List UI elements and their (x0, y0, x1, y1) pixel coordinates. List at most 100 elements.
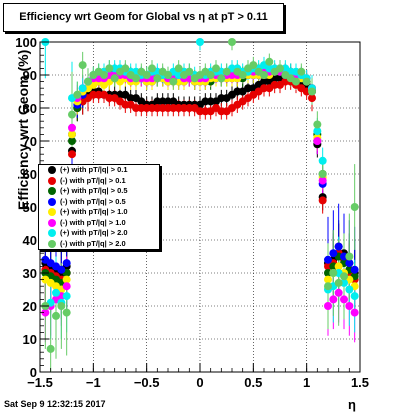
data-point (324, 255, 332, 264)
data-point (334, 278, 343, 287)
legend-marker (48, 197, 56, 206)
data-point (68, 123, 76, 132)
data-point (132, 74, 140, 83)
data-point (68, 130, 76, 139)
data-point (62, 292, 71, 301)
data-point (249, 61, 258, 70)
legend-marker (48, 176, 56, 185)
data-point (324, 282, 332, 291)
data-point (334, 288, 343, 297)
data-point (62, 259, 71, 268)
data-point (238, 71, 247, 79)
legend-label: (+) with pT/|q| > 2.0 (60, 228, 128, 237)
y-tick-label: 50 (23, 200, 37, 215)
data-point (350, 292, 359, 301)
legend-entry: (-) with pT/|q| > 2.0 (39, 239, 159, 250)
data-point (169, 77, 178, 86)
x-tick-label: 1.5 (351, 375, 369, 390)
data-point (292, 77, 300, 86)
data-point (62, 282, 71, 291)
legend-entry: (-) with pT/|q| > 0.1 (39, 176, 159, 187)
data-markers (41, 38, 359, 353)
data-point (222, 67, 231, 76)
legend-marker (48, 239, 56, 248)
data-point (121, 64, 130, 73)
data-point (212, 64, 220, 73)
data-point (308, 87, 316, 96)
data-point (297, 67, 306, 76)
data-point (41, 308, 50, 317)
data-point (345, 285, 354, 294)
timestamp-footer: Sat Sep 9 12:32:15 2017 (4, 399, 106, 409)
y-tick-label: 70 (23, 134, 37, 149)
data-point (308, 94, 316, 103)
y-tick-label: 60 (23, 167, 37, 182)
x-tick-label: 0.5 (244, 375, 262, 390)
legend-label: (-) with pT/|q| > 0.1 (60, 175, 126, 185)
legend-entry: (-) with pT/|q| > 0.5 (39, 197, 159, 208)
data-point (350, 308, 359, 317)
x-tick-label: 1 (303, 375, 310, 390)
legend-entry: (+) with pT/|q| > 0.5 (39, 186, 159, 197)
data-point (206, 71, 215, 79)
data-point (302, 77, 311, 86)
legend: (+) with pT/|q| > 0.1 (-) with pT/|q| > … (38, 164, 160, 250)
data-point (334, 262, 343, 271)
x-axis-label: η (348, 397, 356, 412)
y-tick-label: 30 (23, 266, 37, 281)
y-tick-label: 90 (23, 68, 37, 83)
data-point (110, 74, 119, 83)
y-tick-label: 20 (23, 299, 37, 314)
data-point (73, 90, 82, 99)
legend-entry: (+) with pT/|q| > 1.0 (39, 207, 159, 218)
data-point (228, 38, 236, 46)
chart-title: Efficiency wrt Geom for Global vs η at p… (3, 3, 284, 32)
data-point (185, 67, 194, 76)
data-point (68, 150, 76, 159)
data-point (68, 137, 76, 145)
data-point (334, 242, 343, 251)
data-point (318, 196, 327, 205)
data-point (318, 156, 327, 165)
legend-marker (48, 218, 56, 227)
legend-label: (+) with pT/|q| > 0.5 (60, 186, 128, 195)
data-point (276, 64, 284, 73)
data-point (153, 74, 162, 83)
data-point (217, 74, 226, 83)
data-point (345, 302, 354, 310)
data-point (345, 252, 354, 261)
data-point (142, 71, 151, 79)
x-tick-label: −1 (86, 375, 101, 390)
legend-marker (48, 208, 56, 216)
data-point (62, 308, 71, 317)
data-point (100, 71, 108, 79)
data-point (329, 295, 338, 304)
data-point (78, 84, 87, 93)
y-tick-label: 80 (23, 101, 37, 116)
y-tick-label: 0 (30, 365, 37, 380)
x-tick-label: 0 (196, 375, 203, 390)
y-tick-label: 100 (15, 35, 37, 50)
legend-marker (48, 187, 56, 195)
y-tick-label: 10 (23, 332, 37, 347)
data-point (350, 265, 359, 274)
data-point (329, 269, 338, 277)
legend-label: (-) with pT/|q| > 1.0 (60, 217, 126, 227)
data-point (174, 64, 183, 73)
data-point (350, 203, 359, 211)
data-point (148, 64, 156, 73)
data-point (52, 311, 60, 320)
data-point (340, 295, 348, 304)
y-axis-label: Efficiency wrt Geom (%) (15, 49, 31, 210)
legend-entry: (+) with pT/|q| > 0.1 (39, 165, 159, 176)
y-tick-label: 40 (23, 233, 37, 248)
legend-marker (48, 229, 56, 237)
data-point (46, 344, 55, 353)
data-point (260, 71, 268, 79)
data-point (313, 137, 322, 145)
data-point (318, 170, 327, 178)
data-point (345, 259, 354, 268)
data-point (57, 265, 66, 274)
legend-entry: (-) with pT/|q| > 1.0 (39, 218, 159, 229)
